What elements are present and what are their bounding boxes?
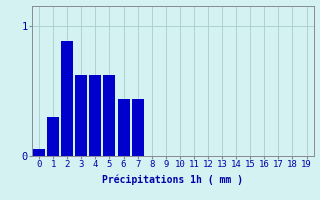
- X-axis label: Précipitations 1h ( mm ): Précipitations 1h ( mm ): [102, 175, 243, 185]
- Bar: [33, 149, 45, 156]
- Bar: [117, 99, 130, 156]
- Bar: [75, 75, 87, 156]
- Bar: [132, 99, 144, 156]
- Bar: [89, 75, 101, 156]
- Bar: [103, 75, 116, 156]
- Bar: [47, 117, 59, 156]
- Bar: [61, 41, 73, 156]
